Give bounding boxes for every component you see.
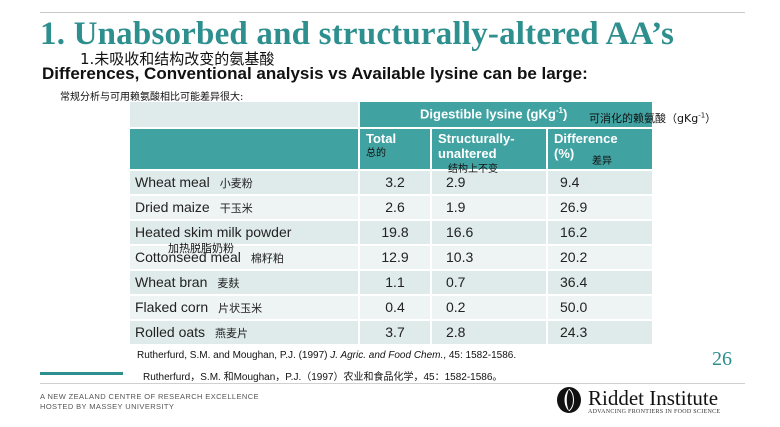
diff-value: 16.2 [548, 221, 652, 244]
total-value: 12.9 [360, 246, 430, 269]
total-value: 2.6 [360, 196, 430, 219]
feed-name-cn: 棉籽粕 [250, 252, 284, 265]
feed-name: Wheat meal [135, 174, 210, 190]
page-number: 26 [712, 348, 732, 370]
digestible-lysine-label-cn: 可消化的赖氨酸（gKg [589, 112, 699, 125]
table-row: Heated skim milk powder 19.8 16.6 16.2 [130, 221, 652, 244]
table-group-header-row: Digestible lysine (gKg-1) [130, 102, 652, 127]
unit-close-cn: ） [705, 112, 717, 125]
logo-name: Riddet Institute [588, 386, 719, 410]
footer-centre-text: A NEW ZEALAND CENTRE OF RESEARCH EXCELLE… [40, 392, 259, 401]
total-value: 3.7 [360, 321, 430, 344]
diff-value: 50.0 [548, 296, 652, 319]
column-header-total: Total 总的 [360, 129, 430, 169]
row-name-cell: Cottonseed meal 棉籽粕 [130, 246, 358, 269]
total-value: 0.4 [360, 296, 430, 319]
unit-exponent-cn: -1 [698, 111, 706, 120]
struct-value: 10.3 [432, 246, 546, 269]
table-row: Wheat bran 麦麸 1.1 0.7 36.4 [130, 271, 652, 294]
row-name-cell: Rolled oats 燕麦片 [130, 321, 358, 344]
diff-value: 24.3 [548, 321, 652, 344]
table-row: Flaked corn 片状玉米 0.4 0.2 50.0 [130, 296, 652, 319]
struct-value: 16.6 [432, 221, 546, 244]
slide-title: 1. Unabsorbed and structurally-altered A… [40, 16, 675, 52]
row-name-cell: Heated skim milk powder [130, 221, 358, 244]
diff-label-line2: (%) [554, 146, 575, 161]
unit-exponent: -1 [555, 106, 563, 115]
struct-label-cn: 结构上不变 [448, 164, 498, 175]
feed-name-cn: 燕麦片 [215, 327, 249, 340]
total-value: 3.2 [360, 171, 430, 194]
struct-label-line2: unaltered [438, 146, 497, 161]
struct-value: 0.7 [432, 271, 546, 294]
feed-name: Wheat bran [135, 274, 208, 290]
reference-authors: Rutherfurd, S.M. and Moughan, P.J. (1997… [137, 350, 331, 361]
diff-value: 26.9 [548, 196, 652, 219]
table-row: Dried maize 干玉米 2.6 1.9 26.9 [130, 196, 652, 219]
diff-value: 9.4 [548, 171, 652, 194]
feed-name-cn: 小麦粉 [219, 177, 253, 190]
digestible-lysine-header-cn: 可消化的赖氨酸（gKg-1） [589, 110, 716, 126]
column-header-difference: Difference (%) [548, 129, 652, 169]
feed-name-cn: 麦麸 [217, 277, 240, 290]
table-column-header-row: Total 总的 Structurally- unaltered Differe… [130, 129, 652, 169]
reference-journal: J. Agric. and Food Chem. [330, 350, 444, 361]
slide-subtitle: Differences, Conventional analysis vs Av… [42, 64, 588, 83]
footer-divider [40, 383, 745, 384]
digestible-lysine-label: Digestible lysine (gKg [420, 106, 556, 122]
table-row: Wheat meal 小麦粉 3.2 2.9 9.4 [130, 171, 652, 194]
unit-close: ) [562, 106, 568, 122]
feed-name-cn: 片状玉米 [218, 302, 263, 315]
riddet-logo-icon [557, 387, 581, 413]
table-row: Cottonseed meal 棉籽粕 12.9 10.3 20.2 [130, 246, 652, 269]
total-value: 1.1 [360, 271, 430, 294]
feed-name: Rolled oats [135, 324, 206, 340]
diff-label-cn: 差异 [592, 156, 612, 167]
row-name-cell: Dried maize 干玉米 [130, 196, 358, 219]
diff-label-line1: Difference [554, 131, 618, 146]
total-value: 19.8 [360, 221, 430, 244]
struct-value: 0.2 [432, 296, 546, 319]
struct-value: 2.8 [432, 321, 546, 344]
reference-citation: Rutherfurd, S.M. and Moughan, P.J. (1997… [137, 350, 516, 361]
top-divider [40, 12, 745, 13]
riddet-logo: Riddet Institute ADVANCING FRONTIERS IN … [556, 386, 756, 418]
header-blank-cell [130, 102, 358, 127]
header-blank-cell [130, 129, 358, 169]
diff-value: 20.2 [548, 246, 652, 269]
diff-value: 36.4 [548, 271, 652, 294]
row-name-cell: Flaked corn 片状玉米 [130, 296, 358, 319]
table-row: Rolled oats 燕麦片 3.7 2.8 24.3 [130, 321, 652, 344]
struct-value: 2.9 [432, 171, 546, 194]
footer-host-text: HOSTED BY MASSEY UNIVERSITY [40, 402, 175, 411]
feed-name-cn: 干玉米 [219, 202, 253, 215]
row-name-cell: Wheat bran 麦麸 [130, 271, 358, 294]
feed-name-cn-skim-milk: 加热脱脂奶粉 [168, 242, 234, 255]
footer-accent-line [40, 372, 123, 375]
row-name-cell: Wheat meal 小麦粉 [130, 171, 358, 194]
logo-tagline: ADVANCING FRONTIERS IN FOOD SCIENCE [588, 409, 721, 415]
feed-name: Cottonseed meal [135, 249, 241, 265]
struct-value: 1.9 [432, 196, 546, 219]
total-label: Total [366, 131, 397, 146]
slide-title-cn: 1.未吸收和结构改变的氨基酸 [80, 50, 275, 68]
reference-volume: , 45: 1582-1586. [443, 350, 517, 361]
feed-name: Flaked corn [135, 299, 209, 315]
total-label-cn: 总的 [366, 148, 386, 159]
digestible-lysine-header: Digestible lysine (gKg-1) [360, 102, 652, 127]
column-header-structurally-unaltered: Structurally- unaltered [432, 129, 546, 169]
struct-label-line1: Structurally- [438, 131, 515, 146]
reference-citation-cn: Rutherfurd，S.M. 和Moughan，P.J.（1997）农业和食品… [143, 372, 503, 383]
feed-name: Heated skim milk powder [135, 224, 292, 240]
feed-name: Dried maize [135, 199, 210, 215]
slide-subtitle-cn: 常规分析与可用赖氨酸相比可能差异很大: [60, 92, 244, 103]
